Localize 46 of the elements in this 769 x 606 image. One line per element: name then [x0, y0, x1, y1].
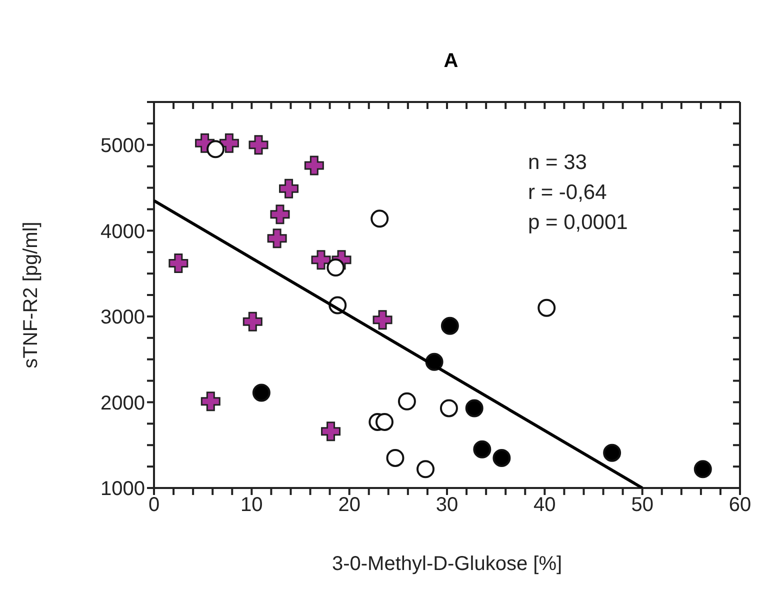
point	[398, 392, 416, 410]
point	[370, 210, 389, 228]
point	[465, 399, 484, 418]
point	[267, 228, 287, 248]
point	[270, 204, 290, 224]
y-tick-label: 5000	[100, 134, 145, 157]
y-tick-label: 1000	[100, 478, 145, 500]
chart-title: A	[442, 50, 460, 73]
point	[279, 178, 299, 198]
point	[603, 444, 622, 462]
point	[538, 298, 556, 317]
point	[440, 399, 458, 418]
x-tick-label: 20	[338, 494, 360, 516]
point	[304, 156, 324, 176]
point	[168, 254, 188, 274]
point	[694, 460, 712, 478]
point	[372, 310, 392, 330]
x-axis-title: 3-0-Methyl-D-Glukose [%]	[332, 553, 562, 575]
point	[326, 258, 345, 277]
point	[492, 448, 511, 467]
annotation: p = 0,0001	[528, 210, 628, 236]
x-tick-label: 10	[240, 494, 263, 516]
x-tick-label: 60	[728, 494, 752, 516]
point	[248, 135, 268, 155]
point	[252, 384, 270, 402]
point	[416, 460, 435, 478]
x-tick-label: 40	[534, 494, 556, 516]
y-tick-label: 4000	[100, 220, 145, 243]
point	[242, 312, 262, 332]
annotation: n = 33	[528, 150, 588, 176]
point	[219, 133, 239, 153]
point	[440, 316, 459, 335]
point	[321, 422, 341, 442]
y-tick-label: 3000	[100, 306, 145, 329]
annotation: r = -0,64	[528, 180, 608, 206]
y-tick-label: 2000	[100, 392, 145, 414]
point	[206, 140, 225, 158]
x-tick-label: 0	[148, 494, 160, 516]
point	[200, 392, 220, 412]
y-axis-title: sTNF-R2 [pg/ml]	[20, 222, 42, 368]
point	[311, 250, 331, 270]
x-tick-label: 30	[436, 494, 458, 516]
point	[473, 440, 492, 458]
point	[386, 448, 404, 467]
x-tick-label: 50	[631, 494, 654, 516]
point	[375, 412, 394, 431]
